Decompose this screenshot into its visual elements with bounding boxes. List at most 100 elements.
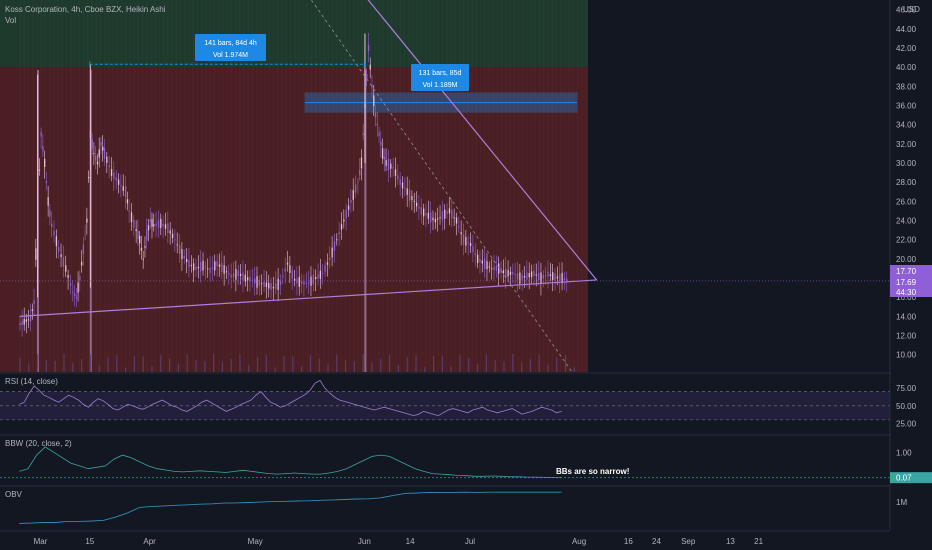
candle-body — [228, 273, 230, 275]
zone-upper-zone — [0, 0, 588, 68]
candle-body — [437, 218, 439, 220]
volume-bar — [300, 366, 303, 372]
time-tick-label: 16 — [624, 537, 633, 546]
candle-body — [140, 247, 143, 251]
candle-body — [204, 266, 207, 268]
candle-body — [200, 261, 202, 272]
candle-body — [55, 236, 58, 247]
candle-body — [102, 146, 104, 151]
candle-body — [65, 265, 67, 272]
volume-bar — [98, 364, 100, 372]
candle-body — [367, 44, 370, 52]
volume-bar — [564, 355, 567, 372]
zone-stripe — [421, 0, 422, 372]
candle-body — [401, 182, 404, 189]
volume-bar — [468, 358, 470, 372]
volume-bar — [186, 354, 188, 372]
highlight-layer[interactable] — [304, 92, 578, 113]
candle-body — [476, 254, 479, 264]
candle-body — [439, 217, 441, 219]
price-badge — [890, 265, 932, 276]
candle-body — [427, 212, 429, 219]
zone-stripe — [497, 0, 498, 372]
volume-bar — [28, 363, 30, 372]
zone-stripe — [374, 0, 375, 372]
candle-body — [354, 184, 357, 193]
candle-body — [512, 272, 514, 275]
candle-body — [331, 247, 333, 258]
candle-body — [122, 186, 124, 191]
candle-body — [268, 282, 270, 289]
zone-stripe — [345, 0, 346, 372]
time-tick-label: 15 — [85, 537, 94, 546]
obv-tick-label: 1M — [896, 498, 907, 507]
candle-body — [72, 291, 74, 293]
zone-stripe — [560, 0, 561, 372]
zone-stripe — [146, 0, 147, 372]
zone-stripe — [95, 0, 96, 372]
candle-body — [49, 209, 51, 217]
volume-bar — [547, 364, 549, 372]
zone-stripe — [484, 0, 485, 372]
candle-body — [373, 95, 375, 107]
candle-body — [369, 64, 371, 70]
volume-spike — [364, 70, 367, 372]
measure-label-131[interactable]: 131 bars, 85d Vol 1.189M — [411, 64, 469, 91]
candle-body — [51, 223, 53, 228]
measure-141-line1: 141 bars, 84d 4h — [204, 40, 257, 47]
zone-stripe — [142, 0, 143, 372]
candle-body — [164, 224, 167, 229]
volume-bar — [177, 363, 179, 372]
candle-body — [495, 266, 498, 271]
candle-body — [305, 282, 307, 284]
zone-stripe — [505, 0, 506, 372]
candle-body — [207, 268, 209, 270]
volume-bar — [72, 362, 74, 372]
zone-lower-zone — [0, 67, 588, 372]
candle-body — [556, 276, 559, 279]
zone-stripe — [336, 0, 337, 372]
rsi-line — [19, 379, 562, 417]
price-tick-label: 20.00 — [896, 255, 917, 264]
candle-body — [472, 246, 474, 253]
time-tick-label: 21 — [754, 537, 763, 546]
candle-body — [535, 274, 537, 276]
candle-body — [130, 212, 133, 223]
candle-body — [169, 230, 171, 234]
candle-body — [77, 282, 79, 293]
zone-stripe — [104, 0, 105, 372]
candle-body — [124, 186, 127, 198]
price-badge — [890, 276, 932, 287]
zone-stripe — [129, 0, 130, 372]
candle-body — [415, 202, 418, 207]
candle-body — [561, 272, 563, 284]
candle-body — [244, 274, 246, 282]
measure-label-141[interactable]: 141 bars, 84d 4h Vol 1.974M — [195, 34, 266, 61]
candle-body — [500, 267, 502, 273]
zone-stripe — [324, 0, 325, 372]
candle-body — [385, 160, 387, 166]
volume-bar — [142, 356, 144, 372]
zone-stripe — [188, 0, 189, 372]
trendline-layer[interactable] — [0, 0, 890, 373]
candle-body — [188, 259, 190, 268]
zone-stripe — [530, 0, 531, 372]
zone-stripe — [112, 0, 113, 372]
volume-bar — [221, 362, 223, 372]
measure-layer[interactable] — [89, 61, 365, 68]
volume-bar — [406, 357, 408, 372]
candle-body — [265, 282, 268, 287]
candle-body — [408, 189, 411, 201]
candle-body — [448, 208, 451, 214]
candle-body — [126, 199, 129, 204]
zone-stripe — [328, 0, 329, 372]
zone-stripe — [269, 0, 270, 372]
candle-body — [340, 224, 343, 230]
candle-body — [171, 233, 174, 239]
candle-body — [406, 188, 408, 195]
volume-bar — [397, 364, 399, 372]
zone-stripe — [62, 0, 63, 372]
zone-stripe — [133, 0, 134, 372]
time-tick-label: Jun — [358, 537, 371, 546]
